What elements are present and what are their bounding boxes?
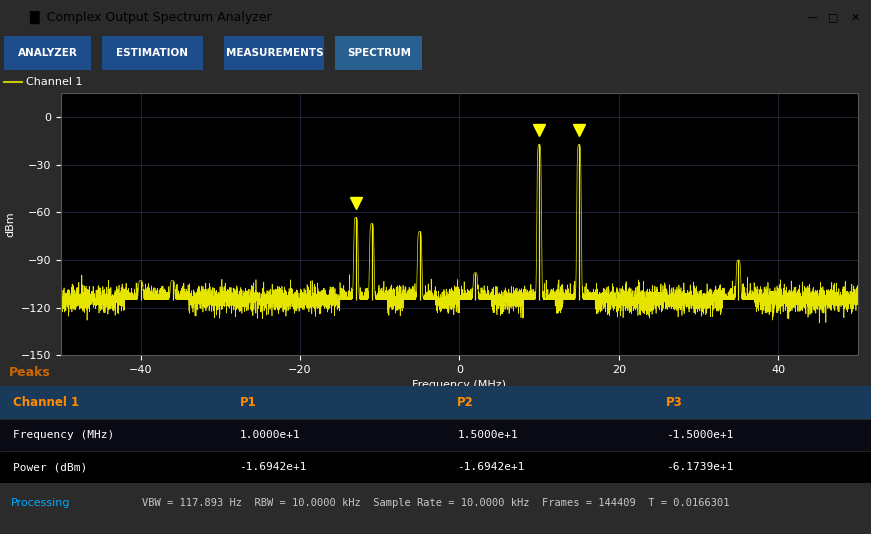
- FancyBboxPatch shape: [225, 36, 324, 70]
- Text: ✕: ✕: [851, 12, 860, 22]
- Bar: [0, 419, 871, 451]
- Text: SPECTRUM: SPECTRUM: [347, 48, 411, 58]
- Text: -1.6942e+1: -1.6942e+1: [457, 462, 524, 472]
- Text: -1.6942e+1: -1.6942e+1: [240, 462, 307, 472]
- Text: Frequency (MHz): Frequency (MHz): [13, 430, 114, 440]
- Text: 1.0000e+1: 1.0000e+1: [240, 430, 300, 440]
- Text: VBW = 117.893 Hz  RBW = 10.0000 kHz  Sample Rate = 10.0000 kHz  Frames = 144409 : VBW = 117.893 Hz RBW = 10.0000 kHz Sampl…: [142, 498, 729, 507]
- Text: Channel 1: Channel 1: [26, 77, 83, 87]
- Bar: [0, 451, 871, 483]
- Y-axis label: dBm: dBm: [5, 211, 15, 237]
- Text: -1.5000e+1: -1.5000e+1: [666, 430, 733, 440]
- Text: █  Complex Output Spectrum Analyzer: █ Complex Output Spectrum Analyzer: [29, 11, 272, 24]
- FancyBboxPatch shape: [335, 36, 422, 70]
- Text: □: □: [828, 12, 839, 22]
- Text: ESTIMATION: ESTIMATION: [117, 48, 188, 58]
- Text: P2: P2: [457, 396, 474, 409]
- Text: Peaks: Peaks: [9, 366, 51, 379]
- Text: ANALYZER: ANALYZER: [18, 48, 78, 58]
- FancyBboxPatch shape: [102, 36, 202, 70]
- Text: MEASUREMENTS: MEASUREMENTS: [226, 48, 323, 58]
- Text: Power (dBm): Power (dBm): [13, 462, 87, 472]
- Text: P3: P3: [666, 396, 683, 409]
- Text: -6.1739e+1: -6.1739e+1: [666, 462, 733, 472]
- FancyBboxPatch shape: [4, 36, 91, 70]
- Text: —: —: [807, 12, 817, 22]
- Bar: [0, 386, 871, 419]
- Text: Channel 1: Channel 1: [13, 396, 79, 409]
- X-axis label: Frequency (MHz): Frequency (MHz): [413, 380, 506, 390]
- Text: P1: P1: [240, 396, 256, 409]
- Text: Processing: Processing: [10, 498, 70, 507]
- Text: 1.5000e+1: 1.5000e+1: [457, 430, 518, 440]
